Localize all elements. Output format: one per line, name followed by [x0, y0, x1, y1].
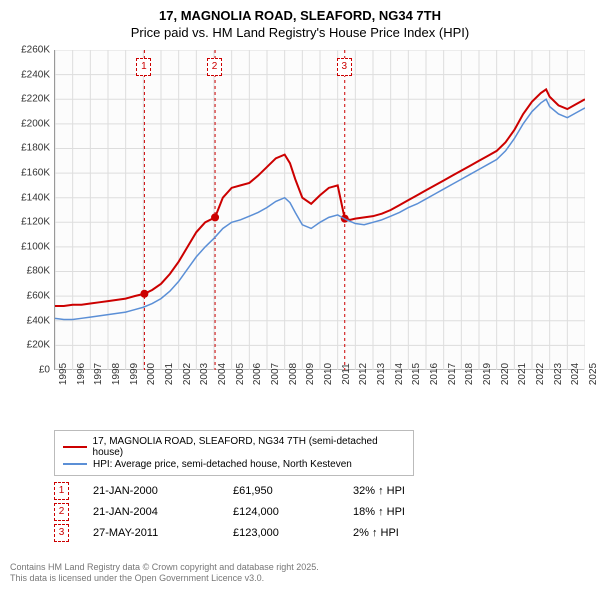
x-tick-label: 2013 — [376, 363, 387, 385]
chart-container: 17, MAGNOLIA ROAD, SLEAFORD, NG34 7TH Pr… — [0, 0, 600, 590]
x-tick-label: 2003 — [199, 363, 210, 385]
y-tick-label: £60K — [10, 291, 50, 302]
y-tick-label: £120K — [10, 217, 50, 228]
legend-label: HPI: Average price, semi-detached house,… — [93, 459, 352, 470]
y-tick-label: £140K — [10, 192, 50, 203]
x-tick-label: 1997 — [93, 363, 104, 385]
y-tick-label: £220K — [10, 94, 50, 105]
x-tick-label: 2012 — [358, 363, 369, 385]
legend-label: 17, MAGNOLIA ROAD, SLEAFORD, NG34 7TH (s… — [93, 436, 405, 458]
event-pct-vs-hpi: 2% ↑ HPI — [353, 527, 473, 539]
y-tick-label: £40K — [10, 315, 50, 326]
event-price: £123,000 — [233, 527, 353, 539]
event-marker-box: 1 — [136, 58, 151, 76]
x-tick-label: 2017 — [447, 363, 458, 385]
events-table: 121-JAN-2000£61,95032% ↑ HPI221-JAN-2004… — [54, 482, 590, 542]
event-num-box: 1 — [54, 482, 69, 500]
x-tick-label: 2014 — [394, 363, 405, 385]
x-tick-label: 2025 — [588, 363, 599, 385]
x-tick-label: 2000 — [146, 363, 157, 385]
legend-row: 17, MAGNOLIA ROAD, SLEAFORD, NG34 7TH (s… — [63, 436, 405, 458]
y-tick-label: £100K — [10, 241, 50, 252]
footer-attribution: Contains HM Land Registry data © Crown c… — [10, 562, 319, 584]
y-tick-label: £260K — [10, 44, 50, 55]
event-num-box: 2 — [54, 503, 69, 521]
chart-area: £0 £20K £40K £60K £80K £100K £120K £140K £160K £1… — [10, 46, 590, 426]
x-tick-label: 2007 — [270, 363, 281, 385]
y-tick-label: £0 — [10, 364, 50, 375]
event-marker-box: 2 — [207, 58, 222, 76]
event-marker-box: 3 — [337, 58, 352, 76]
event-row: 3 27-MAY-2011£123,0002% ↑ HPI — [54, 524, 590, 542]
event-pct-vs-hpi: 18% ↑ HPI — [353, 506, 473, 518]
x-tick-label: 2019 — [482, 363, 493, 385]
y-tick-label: £20K — [10, 340, 50, 351]
x-tick-label: 2024 — [570, 363, 581, 385]
chart-title-line1: 17, MAGNOLIA ROAD, SLEAFORD, NG34 7TH — [10, 8, 590, 25]
legend-box: 17, MAGNOLIA ROAD, SLEAFORD, NG34 7TH (s… — [54, 430, 414, 476]
x-tick-label: 2016 — [429, 363, 440, 385]
x-tick-label: 2002 — [182, 363, 193, 385]
footer-line1: Contains HM Land Registry data © Crown c… — [10, 562, 319, 573]
chart-title-line2: Price paid vs. HM Land Registry's House … — [10, 25, 590, 40]
event-date: 27-MAY-2011 — [93, 527, 233, 539]
x-tick-label: 2010 — [323, 363, 334, 385]
event-row: 2 21-JAN-2004£124,00018% ↑ HPI — [54, 503, 590, 521]
x-tick-label: 2021 — [517, 363, 528, 385]
y-tick-label: £240K — [10, 69, 50, 80]
event-price: £61,950 — [233, 485, 353, 497]
x-tick-label: 2023 — [553, 363, 564, 385]
x-tick-label: 2009 — [305, 363, 316, 385]
x-tick-label: 2001 — [164, 363, 175, 385]
legend-swatch — [63, 463, 87, 465]
x-tick-label: 1995 — [58, 363, 69, 385]
y-tick-label: £80K — [10, 266, 50, 277]
x-tick-label: 2008 — [288, 363, 299, 385]
x-tick-label: 2006 — [252, 363, 263, 385]
plot-svg — [55, 50, 585, 370]
x-tick-label: 2018 — [464, 363, 475, 385]
x-tick-label: 2015 — [411, 363, 422, 385]
footer-line2: This data is licensed under the Open Gov… — [10, 573, 319, 584]
x-tick-label: 1996 — [76, 363, 87, 385]
event-date: 21-JAN-2000 — [93, 485, 233, 497]
y-tick-label: £180K — [10, 143, 50, 154]
x-tick-label: 1999 — [129, 363, 140, 385]
x-tick-label: 1998 — [111, 363, 122, 385]
legend-swatch — [63, 446, 87, 448]
event-price: £124,000 — [233, 506, 353, 518]
legend-row: HPI: Average price, semi-detached house,… — [63, 459, 405, 470]
x-tick-label: 2020 — [500, 363, 511, 385]
x-tick-label: 2005 — [235, 363, 246, 385]
x-tick-label: 2022 — [535, 363, 546, 385]
event-date: 21-JAN-2004 — [93, 506, 233, 518]
x-tick-label: 2004 — [217, 363, 228, 385]
plot-region — [54, 50, 584, 370]
event-row: 1 21-JAN-2000£61,95032% ↑ HPI — [54, 482, 590, 500]
y-tick-label: £160K — [10, 167, 50, 178]
event-pct-vs-hpi: 32% ↑ HPI — [353, 485, 473, 497]
x-tick-label: 2011 — [341, 363, 352, 385]
event-num-box: 3 — [54, 524, 69, 542]
y-tick-label: £200K — [10, 118, 50, 129]
